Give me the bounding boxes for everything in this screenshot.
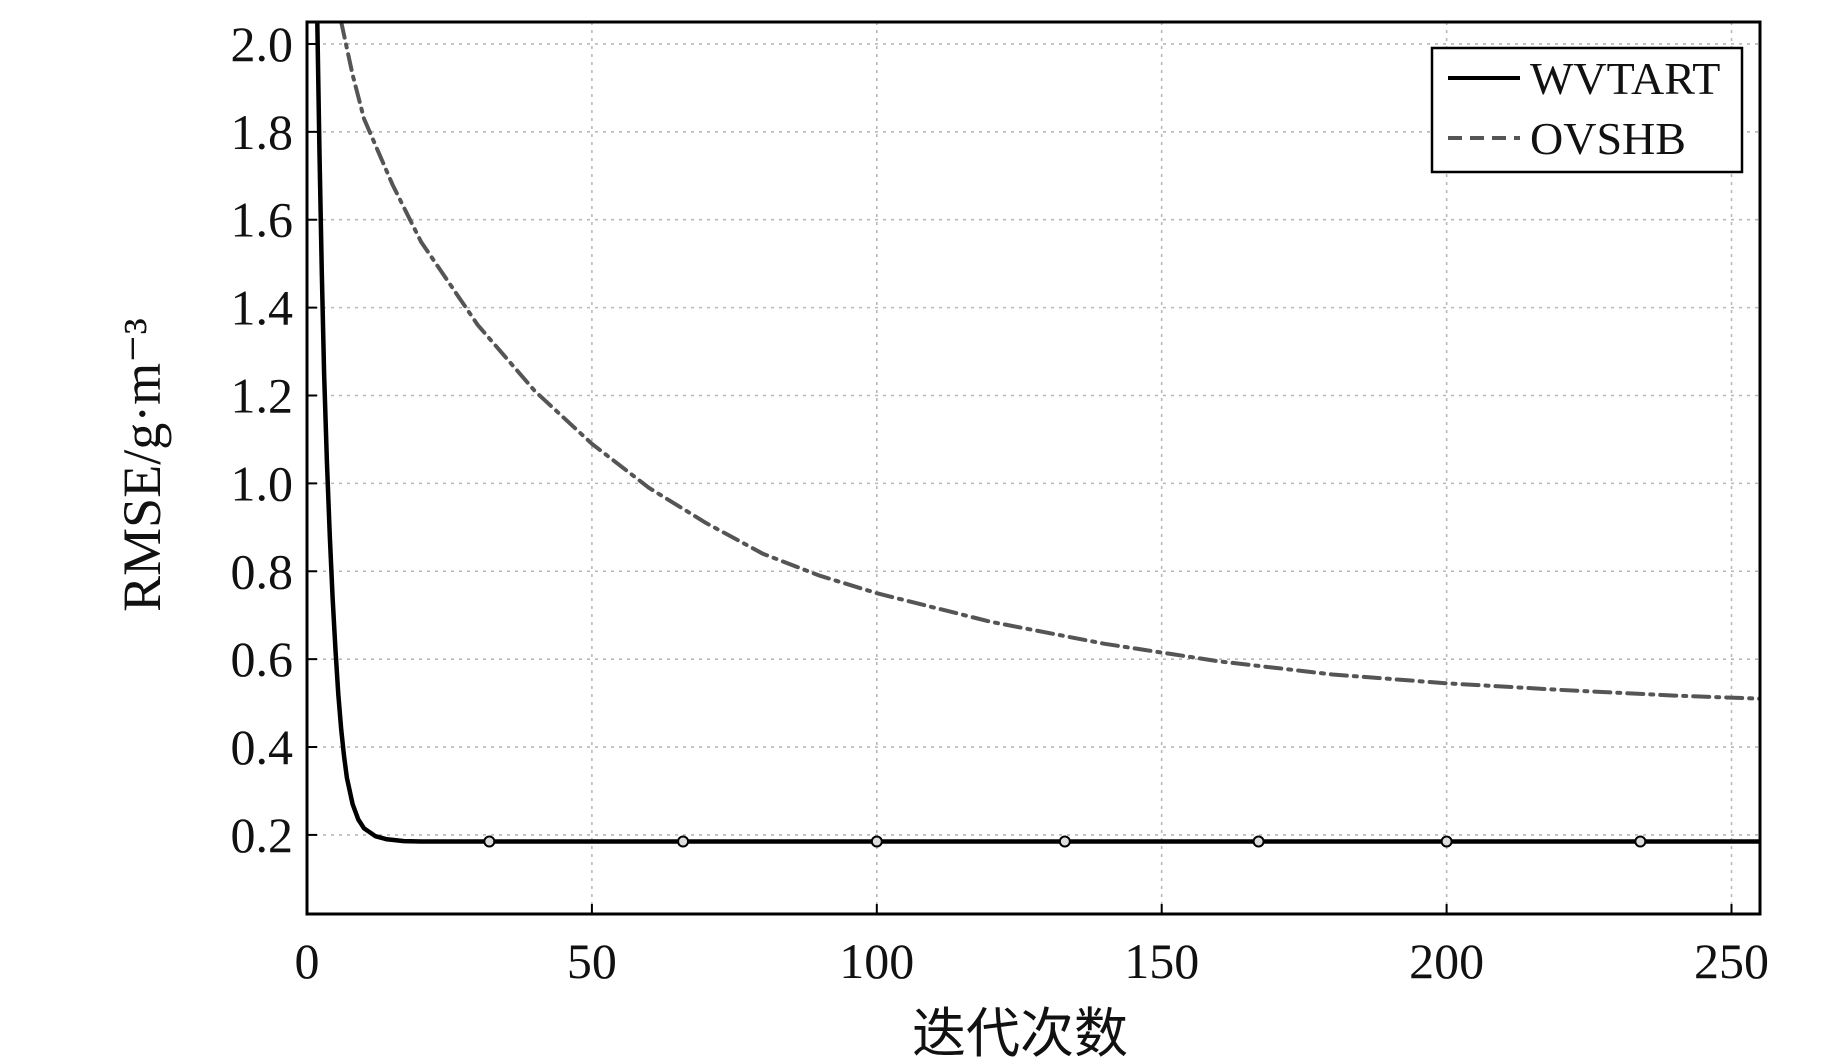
series-layer [315,22,1760,844]
y-tick-label: 1.8 [231,104,294,160]
series-marker-wvtart [1634,835,1647,848]
series-marker-wvtart [870,835,883,848]
y-tick-label: 1.6 [231,192,294,248]
series-marker-wvtart [1252,835,1265,848]
series-marker-wvtart [1058,835,1071,848]
legend-label-ovshb: OVSHB [1530,113,1686,164]
grid-lines [307,22,1760,914]
x-axis-ticks: 0 50 100 150 200 250 [295,904,1769,989]
y-tick-label: 0.2 [231,807,294,863]
plot-frame [305,20,1762,916]
x-tick-label: 200 [1409,933,1484,989]
x-axis-label: 迭代次数 [912,1004,1128,1063]
x-tick-label: 100 [839,933,914,989]
legend-box [1430,46,1744,174]
series-marker-wvtart [483,835,496,848]
series-line-wvtart [315,22,1760,844]
y-tick-label: 0.4 [231,719,294,775]
series-line-ovshb [339,22,1760,701]
series-marker-wvtart [677,835,690,848]
marker-layer [483,835,1647,848]
y-tick-label: 0.6 [231,631,294,687]
y-tick-label: 1.4 [231,280,294,336]
series-marker-wvtart [1440,835,1453,848]
x-tick-label: 150 [1124,933,1199,989]
y-axis-ticks: 0.2 0.4 0.6 0.8 1.0 1.2 1.4 1.6 1.8 2.0 [231,16,317,863]
y-tick-label: 1.2 [231,367,294,423]
x-tick-label: 250 [1694,933,1769,989]
legend-label-wvtart: WVTART [1530,53,1720,104]
y-axis-label: RMSE/g·m⁻³ [112,318,172,612]
x-tick-label: 50 [567,933,617,989]
y-tick-label: 1.0 [231,455,294,511]
y-tick-label: 0.8 [231,543,294,599]
y-tick-label: 2.0 [231,16,294,72]
x-tick-label: 0 [295,933,320,989]
legend: WVTART OVSHB [1430,46,1744,174]
